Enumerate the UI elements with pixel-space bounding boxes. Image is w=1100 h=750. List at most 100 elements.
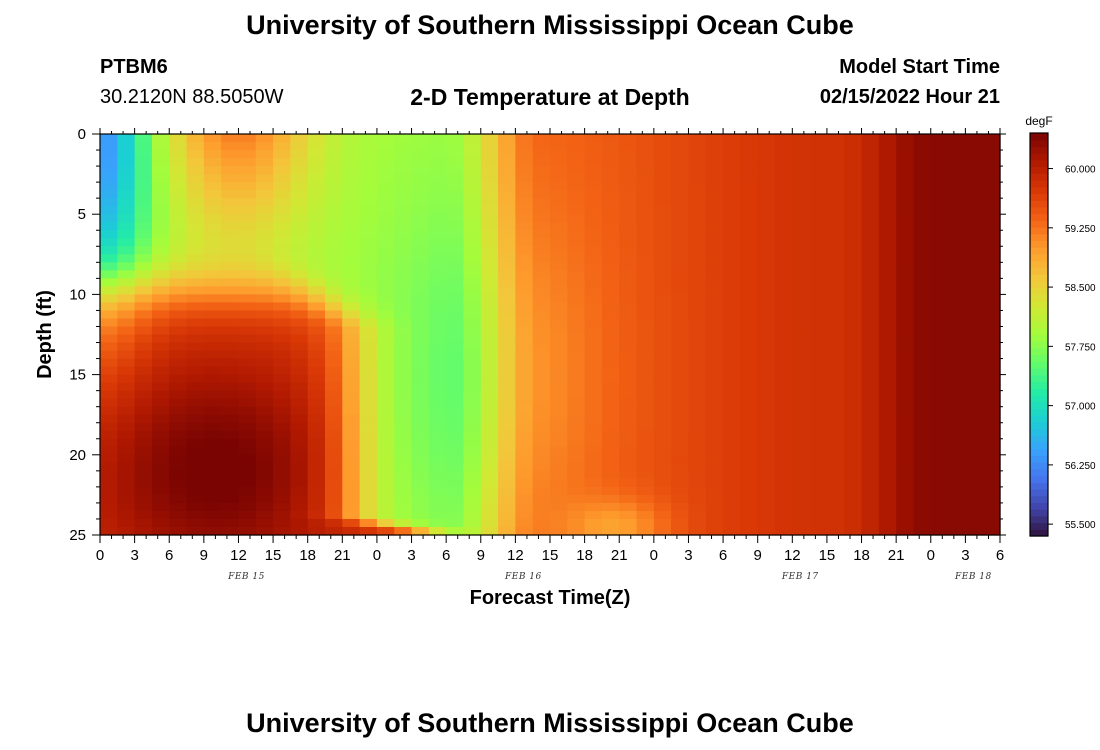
heatmap-cell xyxy=(792,302,811,312)
heatmap-cell xyxy=(117,214,136,223)
heatmap-cell xyxy=(550,150,568,159)
heatmap-cell xyxy=(515,390,534,400)
heatmap-cell xyxy=(480,374,499,384)
heatmap-cell xyxy=(740,494,759,504)
heatmap-cell xyxy=(740,350,759,360)
heatmap-cell xyxy=(653,166,672,175)
heatmap-cell xyxy=(238,206,257,215)
heatmap-cell xyxy=(134,206,153,215)
heatmap-cell xyxy=(861,174,880,183)
heatmap-cell xyxy=(723,198,741,207)
heatmap-cell xyxy=(826,486,845,496)
heatmap-cell xyxy=(601,142,620,151)
heatmap-cell xyxy=(705,374,724,384)
heatmap-cell xyxy=(307,518,326,528)
heatmap-cell xyxy=(186,206,205,215)
heatmap-cell xyxy=(411,350,430,360)
heatmap-cell xyxy=(376,134,395,143)
heatmap-cell xyxy=(775,174,793,183)
heatmap-cell xyxy=(740,430,759,440)
heatmap-cell xyxy=(480,398,499,408)
colorbar-segment xyxy=(1030,515,1048,524)
heatmap-cell xyxy=(394,278,413,287)
heatmap-cell xyxy=(878,238,897,247)
heatmap-cell xyxy=(446,462,465,472)
heatmap-cell xyxy=(671,494,690,504)
heatmap-cell xyxy=(359,198,378,207)
heatmap-cell xyxy=(342,494,361,504)
heatmap-cell xyxy=(671,270,690,279)
heatmap-cell xyxy=(757,294,776,304)
heatmap-cell xyxy=(463,294,482,304)
heatmap-cell xyxy=(740,438,759,448)
heatmap-cell xyxy=(584,294,603,304)
heatmap-cell xyxy=(325,350,343,360)
heatmap-cell xyxy=(550,318,568,328)
heatmap-cell xyxy=(342,358,361,368)
heatmap-cell xyxy=(705,526,724,536)
heatmap-cell xyxy=(584,414,603,424)
heatmap-cell xyxy=(376,246,395,255)
heatmap-cell xyxy=(411,462,430,472)
heatmap-cell xyxy=(498,406,516,416)
heatmap-cell xyxy=(117,382,136,392)
heatmap-cell xyxy=(965,374,984,384)
heatmap-cell xyxy=(792,358,811,368)
heatmap-cell xyxy=(982,302,1001,312)
heatmap-cell xyxy=(653,518,672,528)
heatmap-cell xyxy=(463,438,482,448)
heatmap-cell xyxy=(238,414,257,424)
heatmap-cell xyxy=(809,358,828,368)
heatmap-cell xyxy=(723,206,741,215)
heatmap-cell xyxy=(325,222,343,231)
heatmap-cell xyxy=(965,326,984,336)
heatmap-cell xyxy=(117,494,136,504)
heatmap-cell xyxy=(325,150,343,159)
heatmap-cell xyxy=(671,198,690,207)
heatmap-cell xyxy=(982,318,1001,328)
heatmap-cell xyxy=(273,430,291,440)
heatmap-cell xyxy=(151,518,170,528)
heatmap-cell xyxy=(982,334,1001,344)
heatmap-cell xyxy=(636,398,655,408)
heatmap-cell xyxy=(359,238,378,247)
heatmap-cell xyxy=(307,278,326,287)
heatmap-cell xyxy=(705,446,724,456)
heatmap-cell xyxy=(826,254,845,263)
heatmap-cell xyxy=(688,238,707,247)
heatmap-cell xyxy=(740,174,759,183)
heatmap-cell xyxy=(948,246,966,255)
heatmap-cell xyxy=(117,254,136,263)
heatmap-cell xyxy=(498,454,516,464)
colorbar-segment xyxy=(1030,247,1048,255)
heatmap-cell xyxy=(307,134,326,143)
heatmap-cell xyxy=(965,406,984,416)
heatmap-cell xyxy=(671,142,690,151)
heatmap-cell xyxy=(221,374,240,384)
heatmap-cell xyxy=(290,454,309,464)
heatmap-cell xyxy=(861,286,880,295)
heatmap-cell xyxy=(896,206,915,215)
heatmap-cell xyxy=(169,518,188,528)
heatmap-cell xyxy=(653,318,672,328)
heatmap-cell xyxy=(930,510,949,520)
heatmap-cell xyxy=(203,526,222,536)
heatmap-cell xyxy=(359,398,378,408)
heatmap-cell xyxy=(394,350,413,360)
heatmap-cell xyxy=(601,518,620,528)
heatmap-cell xyxy=(740,150,759,159)
heatmap-cell xyxy=(238,230,257,239)
heatmap-cell xyxy=(169,470,188,480)
heatmap-cell xyxy=(671,278,690,287)
heatmap-cell xyxy=(498,150,516,159)
heatmap-cell xyxy=(688,206,707,215)
heatmap-cell xyxy=(411,246,430,255)
heatmap-cell xyxy=(273,454,291,464)
heatmap-cell xyxy=(584,382,603,392)
heatmap-cell xyxy=(151,238,170,247)
heatmap-cell xyxy=(151,494,170,504)
heatmap-cell xyxy=(117,302,136,312)
heatmap-cell xyxy=(186,134,205,143)
heatmap-cell xyxy=(705,206,724,215)
heatmap-cell xyxy=(290,238,309,247)
